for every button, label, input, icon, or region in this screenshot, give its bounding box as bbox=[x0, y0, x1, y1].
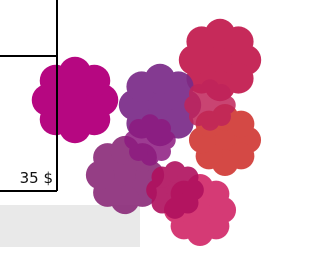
cloud bbox=[146, 161, 204, 219]
cloud-part bbox=[78, 65, 110, 97]
cloud-part bbox=[152, 119, 171, 138]
cloud bbox=[184, 79, 236, 131]
cloud-part bbox=[177, 166, 198, 187]
cloud-part bbox=[212, 84, 231, 103]
cloud-part bbox=[203, 181, 230, 208]
cloud bbox=[124, 114, 176, 166]
cloud bbox=[32, 57, 119, 144]
page: 35 $ (() => { const data = JSON.parse(do… bbox=[0, 0, 266, 267]
cloud-part bbox=[228, 111, 255, 138]
scene: 35 $ bbox=[0, 0, 266, 267]
cloud-part bbox=[223, 26, 253, 56]
price: 35 $ bbox=[20, 169, 53, 187]
